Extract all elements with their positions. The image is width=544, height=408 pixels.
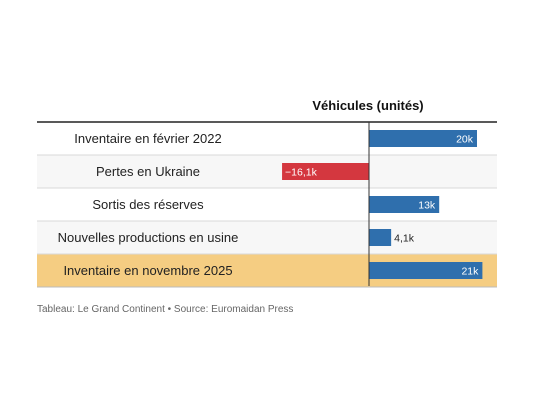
- bar: [369, 262, 483, 279]
- row-label: Sortis des réserves: [92, 197, 204, 212]
- value-label: 13k: [418, 200, 436, 212]
- row-label: Pertes en Ukraine: [96, 164, 200, 179]
- bar: [369, 196, 440, 213]
- row-label: Nouvelles productions en usine: [58, 230, 239, 245]
- bar: [369, 229, 392, 246]
- source-note: Tableau: Le Grand Continent • Source: Eu…: [37, 304, 294, 315]
- value-label: −16,1k: [285, 167, 318, 179]
- row-background: [37, 221, 497, 254]
- column-header: Véhicules (unités): [312, 98, 423, 113]
- row-label: Inventaire en novembre 2025: [63, 263, 232, 278]
- value-label: 4,1k: [394, 233, 415, 245]
- bar: [282, 163, 369, 180]
- value-label: 21k: [461, 266, 479, 278]
- rows-group: Inventaire en février 2022 20k Pertes en U…: [37, 130, 497, 288]
- bar: [369, 130, 477, 147]
- row-background: [37, 155, 497, 188]
- row-label: Inventaire en février 2022: [74, 131, 221, 146]
- value-label: 20k: [456, 134, 474, 146]
